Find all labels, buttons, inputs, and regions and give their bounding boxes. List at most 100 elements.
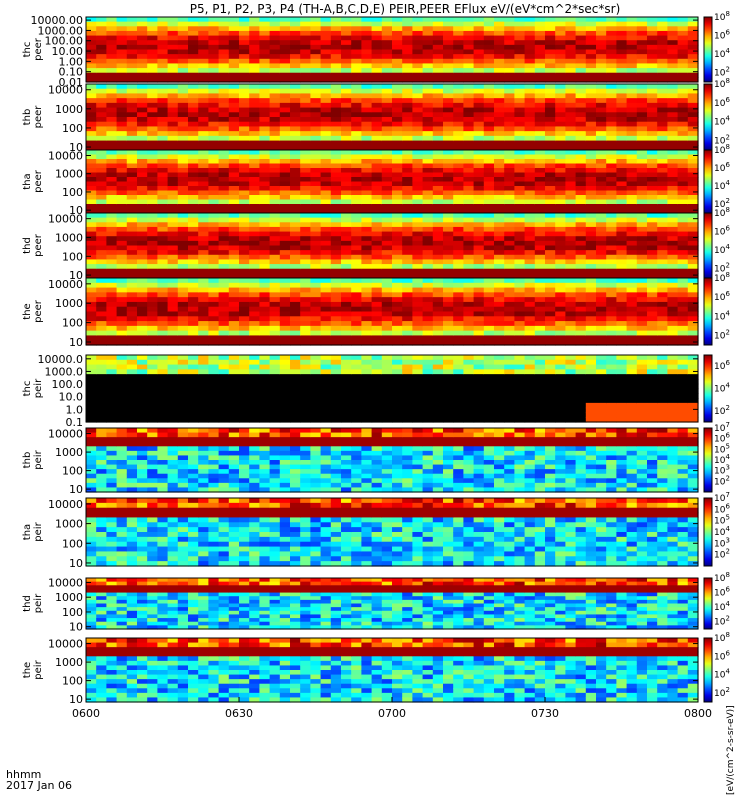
heatmap-cell — [647, 181, 658, 187]
heatmap-cell — [218, 306, 230, 313]
heatmap-cell — [412, 163, 424, 169]
heatmap-cell — [198, 126, 209, 132]
heatmap-cell — [290, 40, 301, 46]
heatmap-cell — [402, 172, 413, 178]
heatmap-cell — [596, 150, 607, 156]
heatmap-cell — [86, 393, 97, 399]
heatmap-cell — [463, 231, 475, 237]
heatmap-cell — [677, 190, 689, 196]
heatmap-cell — [147, 172, 158, 178]
heatmap-cell — [524, 150, 536, 156]
heatmap-cell — [177, 245, 189, 251]
heatmap-cell — [565, 54, 577, 60]
heatmap-cell — [351, 145, 362, 151]
heatmap-cell — [585, 135, 597, 142]
heatmap-cell — [443, 163, 454, 169]
heatmap-cell — [483, 222, 495, 228]
heatmap-cell — [341, 222, 352, 228]
heatmap-cell — [667, 68, 679, 74]
heatmap-cell — [320, 98, 332, 104]
heatmap-cell — [402, 417, 413, 423]
heatmap-cell — [300, 49, 311, 55]
heatmap-cell — [432, 226, 444, 233]
heatmap-cell — [290, 84, 301, 90]
heatmap-cell — [463, 311, 475, 317]
heatmap-cell — [636, 190, 648, 196]
heatmap-cell — [545, 412, 556, 418]
heatmap-cell — [514, 172, 526, 178]
heatmap-cell — [514, 84, 526, 90]
heatmap-cell — [259, 359, 271, 366]
heatmap-cell — [402, 254, 413, 261]
heatmap-cell — [381, 417, 393, 423]
heatmap-cell — [667, 287, 679, 293]
heatmap-cell — [259, 340, 271, 346]
heatmap-cell — [524, 186, 536, 192]
heatmap-cell — [249, 159, 260, 165]
heatmap-cell — [596, 135, 607, 142]
heatmap-cell — [147, 340, 158, 346]
heatmap-cell — [361, 250, 373, 256]
heatmap-cell — [483, 190, 495, 196]
heatmap-cell — [177, 117, 189, 123]
heatmap-cell — [259, 181, 271, 187]
heatmap-cell — [147, 102, 158, 109]
heatmap-cell — [239, 117, 250, 123]
heatmap-cell — [555, 250, 566, 256]
heatmap-cell — [606, 217, 617, 223]
heatmap-cell — [606, 68, 617, 74]
heatmap-cell — [596, 117, 607, 123]
heatmap-cell — [167, 208, 179, 214]
heatmap-cell — [371, 278, 383, 284]
heatmap-cell — [483, 407, 495, 414]
heatmap-cell — [453, 245, 464, 251]
heatmap-cell — [626, 282, 638, 289]
heatmap-cell — [371, 236, 383, 242]
heatmap-cell — [524, 335, 536, 341]
heatmap-cell — [616, 301, 628, 308]
heatmap-cell — [167, 236, 179, 242]
heatmap-cell — [351, 107, 362, 113]
heatmap-cell — [616, 273, 628, 279]
heatmap-cell — [463, 250, 475, 256]
heatmap-cell — [147, 240, 158, 247]
heatmap-cell — [565, 77, 577, 83]
heatmap-cell — [565, 172, 577, 178]
heatmap-cell — [443, 311, 454, 317]
heatmap-cell — [300, 226, 311, 233]
heatmap-cell — [157, 204, 169, 210]
heatmap-cell — [218, 35, 230, 41]
heatmap-cell — [290, 195, 301, 201]
heatmap-cell — [371, 417, 383, 423]
heatmap-cell — [565, 292, 577, 298]
heatmap-cell — [504, 150, 515, 156]
heatmap-cell — [86, 222, 97, 228]
heatmap-cell — [657, 40, 668, 46]
heatmap-cell — [402, 355, 413, 361]
heatmap-cell — [157, 72, 169, 78]
heatmap-cell — [555, 278, 566, 284]
heatmap-cell — [677, 102, 689, 109]
heatmap-cell — [677, 287, 689, 293]
heatmap-cell — [483, 301, 495, 308]
heatmap-cell — [361, 236, 373, 242]
heatmap-cell — [667, 135, 679, 142]
heatmap-cell — [239, 168, 250, 174]
heatmap-cell — [504, 177, 515, 183]
heatmap-cell — [106, 245, 118, 251]
heatmap-cell — [606, 26, 617, 32]
heatmap-cell — [290, 402, 301, 409]
heatmap-cell — [545, 208, 556, 214]
heatmap-cell — [647, 236, 658, 242]
heatmap-cell — [137, 359, 148, 366]
heatmap-cell — [86, 112, 97, 118]
heatmap-cell — [565, 378, 577, 385]
heatmap-cell — [259, 154, 271, 160]
heatmap-cell — [453, 268, 464, 274]
heatmap-cell — [341, 388, 352, 394]
heatmap-cell — [208, 226, 220, 233]
heatmap-cell — [239, 163, 250, 169]
heatmap-cell — [137, 190, 148, 196]
heatmap-cell — [361, 98, 373, 104]
heatmap-cell — [177, 77, 189, 83]
